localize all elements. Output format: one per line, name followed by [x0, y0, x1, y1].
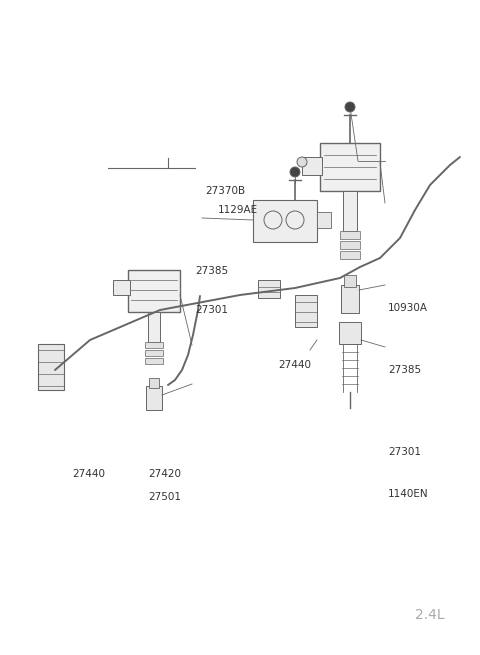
Bar: [317, 212, 331, 228]
Text: 27501: 27501: [148, 492, 181, 502]
Bar: [320, 143, 380, 191]
Circle shape: [297, 157, 307, 167]
Text: 10930A: 10930A: [388, 303, 428, 313]
Text: 27420: 27420: [148, 469, 181, 479]
Bar: [339, 322, 361, 344]
Bar: [145, 358, 163, 364]
Bar: [302, 157, 322, 175]
Bar: [258, 280, 280, 298]
Text: 1129AE: 1129AE: [218, 205, 258, 215]
Bar: [145, 350, 163, 356]
Bar: [295, 295, 317, 327]
Text: 1140EN: 1140EN: [388, 489, 429, 499]
Circle shape: [290, 167, 300, 177]
Bar: [38, 344, 64, 390]
Text: 27301: 27301: [195, 305, 228, 315]
Bar: [340, 231, 360, 239]
Circle shape: [345, 102, 355, 112]
Text: 27370B: 27370B: [205, 186, 245, 196]
Text: 27301: 27301: [388, 447, 421, 457]
Bar: [253, 200, 317, 242]
Bar: [146, 386, 162, 410]
Bar: [340, 241, 360, 249]
Bar: [340, 251, 360, 259]
Text: 27440: 27440: [72, 469, 105, 479]
Text: 27385: 27385: [195, 266, 228, 276]
Text: 2.4L: 2.4L: [415, 608, 444, 622]
Bar: [148, 312, 160, 342]
Text: 27440: 27440: [278, 360, 311, 370]
Bar: [344, 275, 356, 287]
Text: 27385: 27385: [388, 365, 421, 375]
Bar: [145, 342, 163, 348]
Bar: [341, 285, 359, 313]
Bar: [343, 191, 357, 231]
Bar: [149, 378, 159, 388]
Bar: [128, 270, 180, 312]
Bar: [113, 280, 130, 295]
